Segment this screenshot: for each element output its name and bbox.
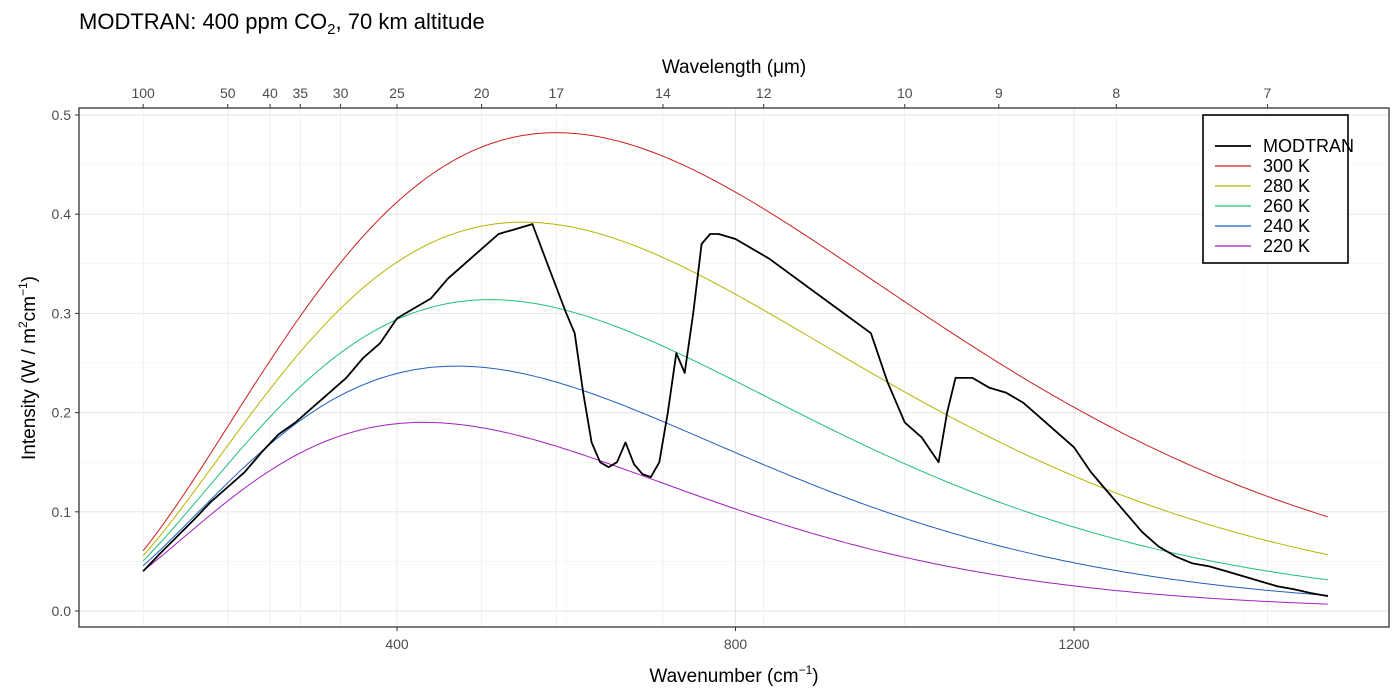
x2-tick-label: 8 [1112,85,1120,101]
series-line-260-k [142,299,1328,581]
x-axis-title: Wavenumber (cm−1) [649,663,818,687]
series-line-220-k [142,421,1328,605]
x2-tick-label: 14 [655,85,671,101]
x2-tick-label: 100 [131,85,155,101]
series-layer [142,132,1329,605]
x2-tick-label: 35 [292,85,308,101]
plot-panel-border [78,107,1390,628]
x2-tick-label: 17 [549,85,565,101]
x2-tick-label: 10 [897,85,913,101]
chart-title: MODTRAN: 400 ppm CO2, 70 km altitude [79,9,485,38]
x-tick-label: 400 [385,636,409,652]
x2-tick-label: 50 [220,85,236,101]
x-tick-label: 800 [724,636,748,652]
x2-tick-label: 25 [389,85,405,101]
y-tick-label: 0.1 [52,504,72,520]
legend-label-300-k: 300 K [1263,156,1310,176]
axis-layer: 0.0 0.1 0.2 0.3 0.4 0.5 400 800 1200 100 50 40 35 30 2… [52,85,1272,652]
y-axis-title: Intensity (W / m2cm−1) [16,276,40,460]
x-tick-label: 1200 [1058,636,1089,652]
y-tick-label: 0.5 [52,107,72,123]
y-tick-label: 0.3 [52,305,72,321]
x2-tick-label: 7 [1264,85,1272,101]
legend-label-220-k: 220 K [1263,236,1310,256]
x2-tick-label: 40 [262,85,278,101]
series-line-300-k [142,132,1329,552]
legend-label-240-k: 240 K [1263,216,1310,236]
series-line-modtran [142,223,1329,597]
y-tick-label: 0.2 [52,405,72,421]
mu-symbol: μ [773,57,784,78]
y-tick-label: 0.0 [52,603,72,619]
grid-layer [79,108,1389,627]
series-line-240-k [142,365,1328,596]
legend-label-280-k: 280 K [1263,176,1310,196]
legend-label-260-k: 260 K [1263,196,1310,216]
y-tick-label: 0.4 [52,206,72,222]
x2-axis-title: Wavelength (μm) [662,57,806,78]
x2-tick-label: 20 [474,85,490,101]
chart-title-subscript: 2 [327,21,335,38]
x2-tick-label: 30 [333,85,349,101]
legend-box [1202,114,1349,264]
x2-tick-label: 9 [995,85,1003,101]
series-line-280-k [142,221,1329,557]
x2-tick-label: 12 [756,85,772,101]
legend-label-modtran: MODTRAN [1263,136,1354,156]
